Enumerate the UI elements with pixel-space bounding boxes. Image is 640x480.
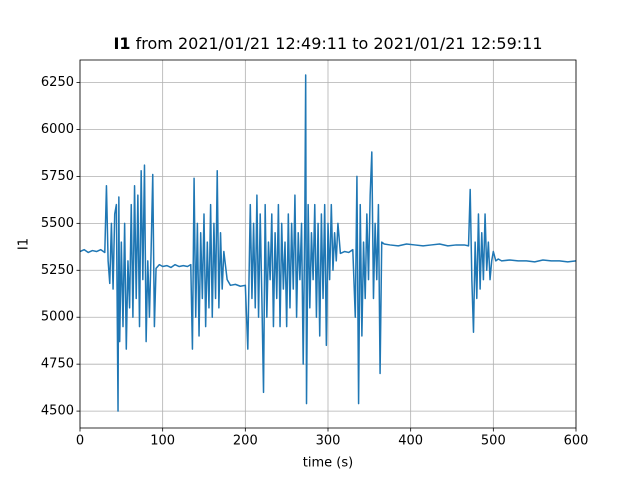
x-axis-label: time (s) (303, 456, 353, 471)
x-tick-label: 500 (481, 434, 506, 449)
chart-title: I1 from 2021/01/21 12:49:11 to 2021/01/2… (113, 34, 542, 53)
y-tick-label: 5500 (41, 216, 74, 231)
plot-frame (79, 59, 577, 429)
title-name: I1 (113, 34, 130, 53)
y-axis-label: I1 (17, 238, 32, 250)
y-tick-label: 5000 (41, 310, 74, 325)
y-tick-label: 6250 (41, 75, 74, 90)
y-tick-label: 5250 (41, 263, 74, 278)
x-tick-label: 100 (150, 434, 175, 449)
title-range: from 2021/01/21 12:49:11 to 2021/01/21 1… (136, 34, 543, 53)
x-tick-label: 200 (233, 434, 258, 449)
x-tick-label: 0 (76, 434, 84, 449)
y-tick-label: 5750 (41, 169, 74, 184)
x-tick-label: 600 (564, 434, 589, 449)
y-tick-label: 4500 (41, 404, 74, 419)
data-line (79, 74, 577, 412)
y-tick-label: 6000 (41, 122, 74, 137)
y-tick-label: 4750 (41, 357, 74, 372)
x-tick-label: 400 (398, 434, 423, 449)
x-tick-label: 300 (316, 434, 341, 449)
